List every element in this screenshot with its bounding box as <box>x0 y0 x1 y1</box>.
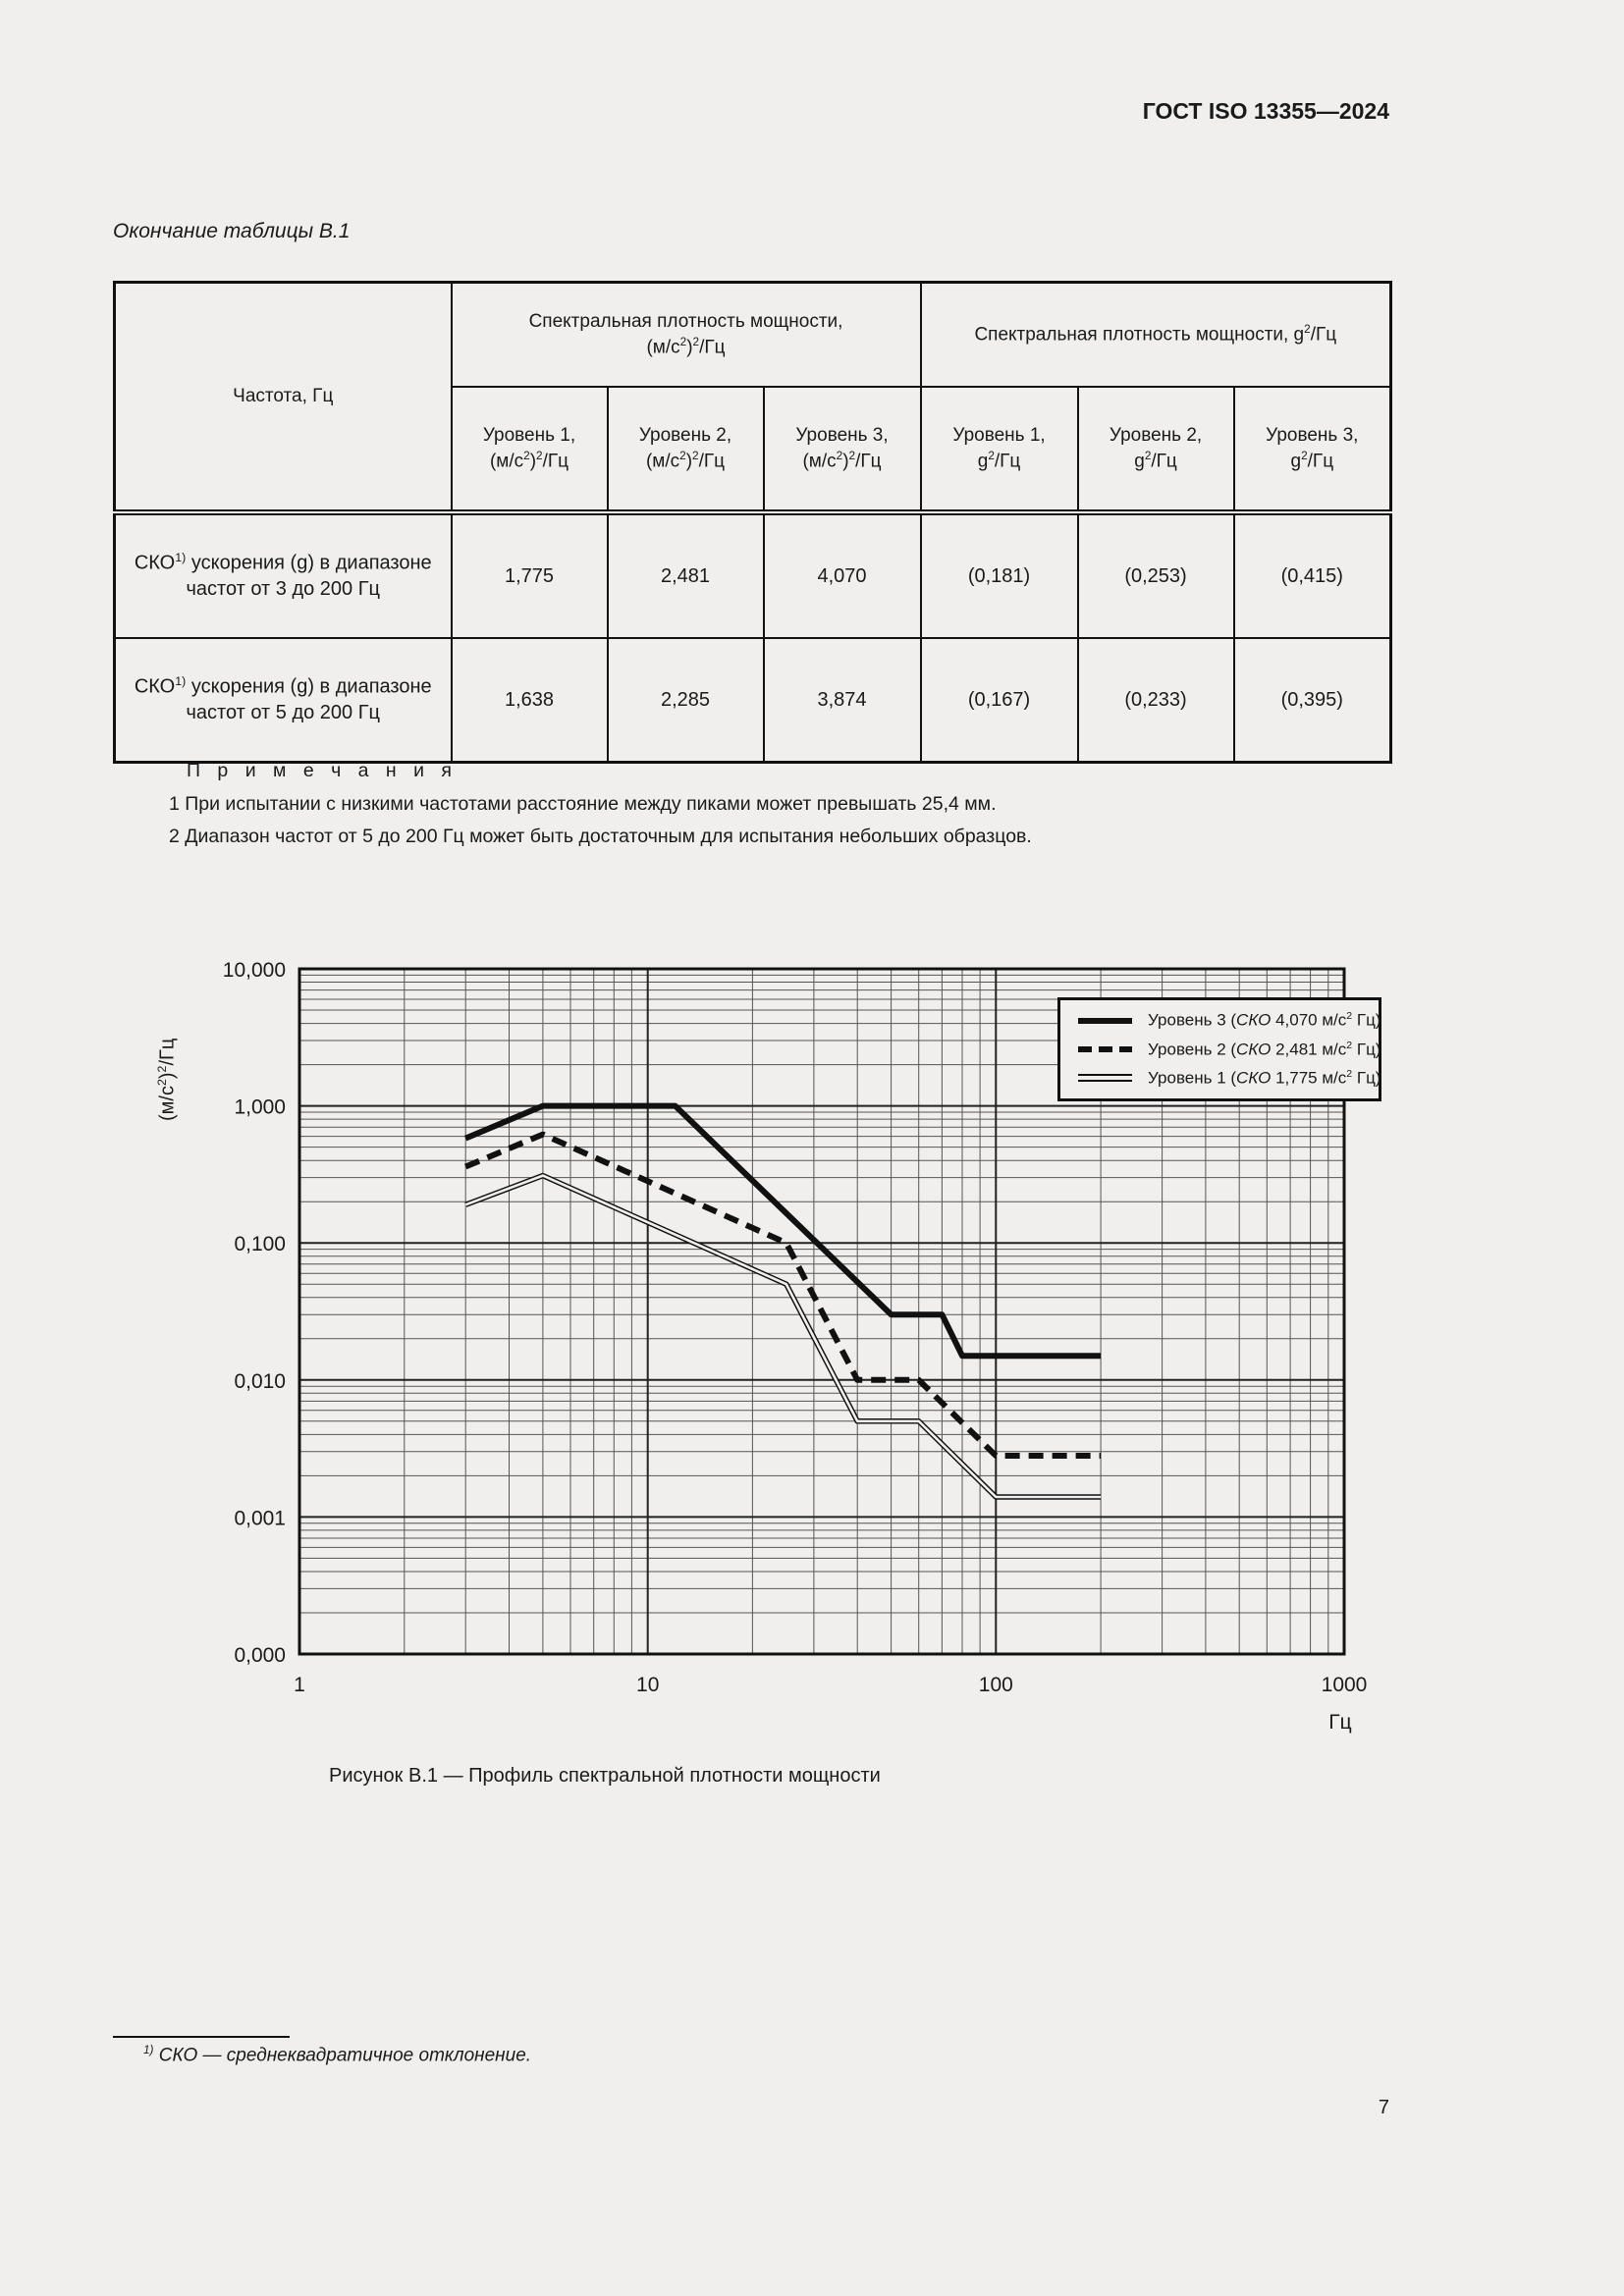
x-tick-label: 100 <box>979 1674 1013 1696</box>
sub-header-level3-g2: Уровень 3, g2/Гц <box>1232 386 1392 513</box>
x-tick-label: 1 <box>294 1674 305 1696</box>
cell-value: (0,395) <box>1232 637 1392 764</box>
x-tick-label: 10 <box>636 1674 659 1696</box>
note-item: 2 Диапазон частот от 5 до 200 Гц может б… <box>169 826 1032 847</box>
sub-header-level3-ms2: Уровень 3, (м/с2)2/Гц <box>762 386 922 513</box>
sub-header-level1-ms2: Уровень 1, (м/с2)2/Гц <box>450 386 609 513</box>
legend-label: Уровень 2 (СКО 2,481 м/с2 Гц) <box>1148 1039 1381 1059</box>
cell-value: 2,285 <box>606 637 765 764</box>
series-level1 <box>464 1172 1102 1500</box>
table-continuation-caption: Окончание таблицы В.1 <box>113 220 351 242</box>
y-tick-label: 0,000 <box>234 1644 286 1667</box>
cell-value: 4,070 <box>762 509 922 639</box>
cell-value: (0,167) <box>919 637 1079 764</box>
sub-header-level1-g2: Уровень 1, g2/Гц <box>919 386 1079 513</box>
series-level2 <box>464 1131 1102 1459</box>
table-row: СКО1) ускорения (g) в диапазоне частот о… <box>113 509 1392 639</box>
group-header-ms2: Спектральная плотность мощности, (м/с2)2/… <box>450 281 922 388</box>
sub-header-level2-g2: Уровень 2, g2/Гц <box>1076 386 1235 513</box>
footnote: 1) СКО — среднеквадратичное отклонение. <box>143 2044 532 2066</box>
y-tick-label: 0,100 <box>234 1233 286 1255</box>
row-label: СКО1) ускорения (g) в диапазоне частот о… <box>113 509 453 639</box>
page-title: ГОСТ ISO 13355—2024 <box>1142 98 1389 124</box>
col-header-frequency: Частота, Гц <box>113 281 453 513</box>
x-axis-unit: Гц <box>1328 1711 1351 1734</box>
psd-table: Частота, Гц Спектральная плотность мощно… <box>113 281 1393 764</box>
cell-value: (0,181) <box>919 509 1079 639</box>
legend-item-level1: Уровень 1 (СКО 1,775 м/с2 Гц) <box>1078 1067 1381 1089</box>
y-tick-label: 0,001 <box>234 1507 286 1529</box>
cell-value: (0,253) <box>1076 509 1235 639</box>
x-tick-label: 1000 <box>1322 1674 1368 1696</box>
cell-value: 3,874 <box>762 637 922 764</box>
cell-value: 2,481 <box>606 509 765 639</box>
sub-header-level2-ms2: Уровень 2, (м/с2)2/Гц <box>606 386 765 513</box>
plot-border <box>298 967 1346 1656</box>
cell-value: (0,415) <box>1232 509 1392 639</box>
y-tick-label: 1,000 <box>234 1096 286 1119</box>
psd-table-grid: Частота, Гц Спектральная плотность мощно… <box>113 281 1393 764</box>
legend-label: Уровень 3 (СКО 4,070 м/с2 Гц) <box>1148 1010 1381 1030</box>
legend-item-level3: Уровень 3 (СКО 4,070 м/с2 Гц) <box>1078 1010 1381 1031</box>
page-number: 7 <box>1378 2097 1389 2118</box>
legend-label: Уровень 1 (СКО 1,775 м/с2 Гц) <box>1148 1067 1381 1088</box>
cell-value: 1,638 <box>450 637 609 764</box>
legend-line-dashed-icon <box>1078 1045 1132 1052</box>
legend-item-level2: Уровень 2 (СКО 2,481 м/с2 Гц) <box>1078 1039 1381 1060</box>
figure-caption: Рисунок В.1 — Профиль спектральной плотн… <box>329 1765 881 1787</box>
chart-legend: Уровень 3 (СКО 4,070 м/с2 Гц) Уровень 2 … <box>1057 997 1381 1101</box>
y-tick-label: 0,010 <box>234 1370 286 1393</box>
psd-chart: 10,000 1,000 0,100 0,010 0,001 0,000 1 10 100 100… <box>147 933 1463 1767</box>
cell-value: 1,775 <box>450 509 609 639</box>
legend-line-double-icon <box>1078 1074 1132 1083</box>
note-item: 1 При испытании с низкими частотами расс… <box>169 793 997 815</box>
y-tick-label: 10,000 <box>223 959 286 982</box>
y-axis-title: (м/с2)2/Гц <box>155 1038 179 1121</box>
row-label: СКО1) ускорения (g) в диапазоне частот о… <box>113 637 453 764</box>
table-row: СКО1) ускорения (g) в диапазоне частот о… <box>113 637 1392 764</box>
legend-line-solid-icon <box>1078 1017 1132 1024</box>
series-level1-inner <box>464 1174 1102 1499</box>
notes-title: П р и м е ч а н и я <box>187 760 458 781</box>
group-header-g2: Спектральная плотность мощности, g2/Гц <box>919 281 1392 388</box>
cell-value: (0,233) <box>1076 637 1235 764</box>
series-level3 <box>464 1102 1102 1360</box>
psd-chart-canvas: 10,000 1,000 0,100 0,010 0,001 0,000 1 10 100 100… <box>223 959 1368 1734</box>
footnote-divider <box>113 2036 290 2038</box>
